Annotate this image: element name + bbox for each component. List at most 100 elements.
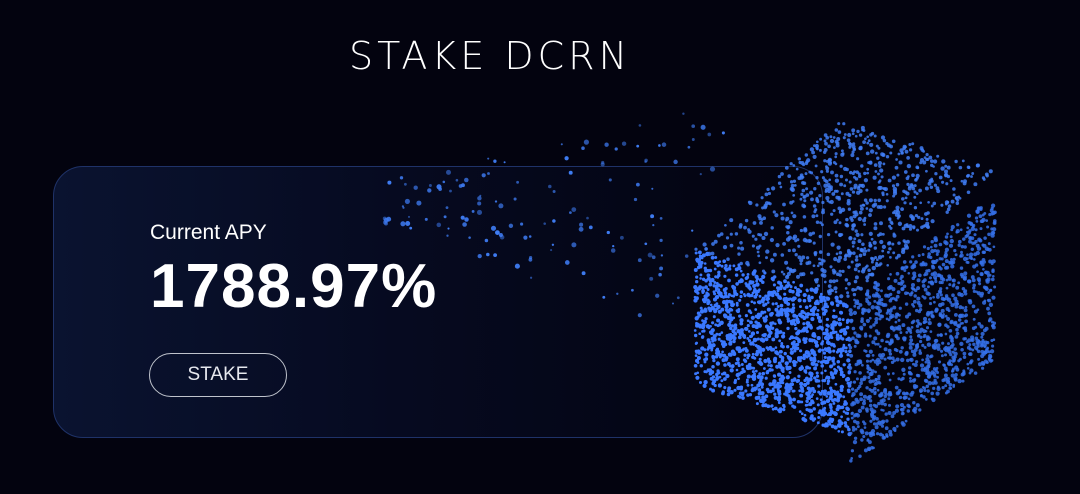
particle: [890, 414, 895, 419]
particle: [888, 312, 892, 316]
particle: [735, 301, 739, 305]
particle: [930, 204, 934, 208]
particle: [966, 366, 970, 370]
particle: [442, 180, 446, 184]
particle: [955, 367, 960, 372]
particle: [806, 315, 809, 319]
particle: [917, 253, 921, 258]
particle: [727, 322, 732, 328]
particle: [865, 318, 870, 323]
particle: [896, 290, 901, 294]
particle: [733, 388, 737, 392]
particle: [776, 289, 780, 293]
particle: [871, 379, 876, 383]
particle: [859, 377, 864, 382]
particle: [477, 196, 482, 201]
particle: [849, 216, 854, 220]
particle: [911, 142, 915, 146]
particle: [824, 336, 828, 340]
particle: [854, 388, 858, 393]
particle: [560, 143, 563, 146]
particle: [879, 262, 883, 266]
particle: [936, 385, 940, 389]
particle: [941, 341, 945, 345]
particle: [777, 391, 782, 396]
particle: [946, 376, 950, 381]
particle: [471, 209, 475, 213]
particle: [751, 355, 755, 359]
particle: [893, 347, 898, 352]
particle: [915, 329, 920, 334]
particle: [755, 203, 759, 207]
particle: [838, 353, 844, 358]
particle: [968, 352, 971, 356]
particle: [633, 197, 638, 202]
particle: [765, 346, 769, 350]
particle: [842, 343, 846, 347]
particle: [755, 330, 760, 335]
particle: [778, 339, 782, 343]
particle: [400, 221, 406, 227]
particle: [739, 269, 743, 273]
particle: [723, 274, 727, 278]
particle: [928, 155, 933, 160]
particle: [847, 207, 852, 211]
stake-button[interactable]: STAKE: [149, 353, 287, 397]
particle: [811, 400, 815, 405]
particle: [703, 360, 707, 364]
particle: [962, 237, 966, 241]
particle: [800, 412, 804, 416]
particle: [879, 168, 884, 173]
particle: [801, 188, 806, 193]
particle: [737, 335, 742, 340]
particle: [764, 192, 769, 197]
particle: [895, 425, 899, 428]
particle: [766, 307, 771, 312]
particle: [831, 314, 836, 319]
particle: [923, 333, 927, 337]
particle: [831, 375, 835, 380]
particle: [777, 181, 782, 185]
particle: [751, 370, 755, 374]
particle: [784, 166, 789, 170]
particle: [975, 220, 979, 223]
particle: [833, 220, 838, 225]
particle: [826, 232, 831, 237]
particle: [940, 257, 944, 261]
particle: [765, 297, 770, 302]
particle: [773, 356, 778, 361]
particle: [950, 339, 955, 343]
particle: [849, 170, 853, 175]
particle: [851, 227, 855, 231]
particle: [823, 178, 827, 183]
particle: [785, 225, 789, 229]
particle: [891, 242, 895, 246]
particle: [734, 232, 739, 236]
particle: [914, 153, 920, 158]
particle: [742, 369, 746, 373]
particle: [906, 403, 911, 408]
particle: [810, 295, 814, 300]
particle: [939, 293, 943, 297]
particle: [821, 210, 825, 215]
particle: [816, 403, 820, 407]
particle: [832, 401, 836, 405]
particle: [724, 286, 728, 291]
particle: [916, 286, 921, 291]
particle: [912, 384, 917, 388]
particle: [876, 331, 881, 336]
particle: [885, 199, 889, 203]
particle: [449, 189, 452, 193]
particle: [887, 241, 892, 245]
particle: [551, 243, 555, 246]
particle: [919, 335, 923, 339]
particle: [930, 248, 935, 254]
particle: [816, 181, 821, 186]
particle: [746, 319, 750, 323]
particle: [722, 353, 727, 358]
particle: [881, 433, 885, 437]
particle: [842, 395, 846, 399]
particle: [845, 178, 848, 182]
particle: [854, 229, 858, 233]
